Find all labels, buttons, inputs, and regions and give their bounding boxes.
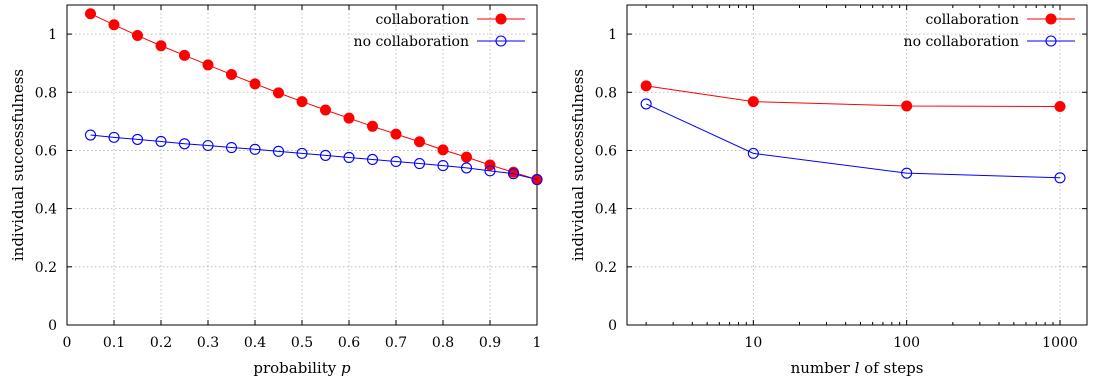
data-point <box>85 8 96 20</box>
legend-marker <box>1045 13 1057 25</box>
x-tick-label: 0.5 <box>291 335 313 351</box>
y-tick-label: 0.6 <box>35 143 57 159</box>
y-axis-label: individual successfulness <box>569 69 587 261</box>
data-point <box>272 145 285 157</box>
data-point <box>390 128 402 140</box>
x-tick-label: 0 <box>63 335 72 351</box>
y-tick-label: 0 <box>608 318 617 334</box>
data-point <box>640 98 652 110</box>
data-point <box>1054 101 1066 113</box>
data-point <box>343 151 355 163</box>
data-point <box>178 138 191 150</box>
y-tick-label: 0.2 <box>595 260 617 276</box>
legend-marker <box>1045 35 1057 47</box>
left-chart: 0 0.1 0.2 0.3 0.4 0.5 0.6 0.7 0.8 0.9 1 0 0.2 0.4 0.6 0… <box>9 4 543 377</box>
data-point <box>155 135 167 147</box>
y-tick-label: 1 <box>608 27 617 43</box>
data-point <box>437 144 449 156</box>
legend-label: collaboration <box>375 12 469 28</box>
x-tick-label: 0.4 <box>244 335 266 351</box>
data-point <box>460 162 473 174</box>
data-point <box>319 149 332 161</box>
data-point <box>413 157 426 170</box>
y-tick-label: 0 <box>48 318 57 334</box>
data-point <box>202 59 214 71</box>
data-point <box>747 96 759 108</box>
plot-frame <box>626 4 1088 326</box>
series-line <box>90 134 538 181</box>
series-no-collaboration <box>84 129 543 186</box>
legend-marker <box>495 13 507 25</box>
data-point <box>414 136 425 148</box>
y-tick-label: 0.6 <box>595 143 617 159</box>
series-line <box>645 103 1061 179</box>
series-line <box>646 85 1061 108</box>
legend-label: collaboration <box>925 12 1019 28</box>
legend-label: no collaboration <box>904 34 1019 50</box>
y-tick-label: 0.4 <box>595 202 617 218</box>
data-point <box>155 40 167 52</box>
data-point <box>343 112 355 124</box>
data-point <box>367 120 378 132</box>
y-tick-label: 1 <box>48 27 57 43</box>
legend: collaboration no collaboration <box>354 12 525 50</box>
data-point <box>179 49 190 61</box>
x-tick-label: 0.1 <box>103 335 125 351</box>
data-point <box>437 160 449 172</box>
data-point <box>484 159 496 171</box>
data-point <box>108 131 120 143</box>
data-point <box>1054 172 1066 184</box>
x-axis-label: probability p <box>253 359 351 377</box>
data-point <box>461 151 472 163</box>
data-point <box>226 69 237 81</box>
x-tick-label: 100 <box>893 335 920 351</box>
right-chart: 10 100 1000 0 0.2 0.4 0.6 0.8 1 number l of steps… <box>569 4 1088 377</box>
y-tick-label: 0.4 <box>35 202 57 218</box>
data-point <box>132 30 143 42</box>
x-tick-label: 1 <box>533 335 542 351</box>
legend-marker <box>495 35 507 47</box>
data-point <box>249 143 261 155</box>
x-tick-label: 10 <box>744 335 762 351</box>
x-tick-label: 0.3 <box>197 335 219 351</box>
data-point <box>484 165 496 177</box>
data-point <box>273 87 284 99</box>
x-tick-label: 0.7 <box>385 335 407 351</box>
plot-frame <box>66 4 538 326</box>
data-point <box>249 78 261 90</box>
data-point <box>131 133 144 145</box>
y-tick-label: 0.2 <box>35 260 57 276</box>
data-point <box>296 147 308 159</box>
y-tick-label: 0.8 <box>35 85 57 101</box>
series-collaboration <box>85 8 543 186</box>
data-point <box>747 147 759 159</box>
data-point <box>296 96 308 108</box>
data-point <box>640 80 652 92</box>
data-point <box>507 168 520 180</box>
data-point <box>320 104 331 116</box>
x-tick-label: 0.8 <box>432 335 454 351</box>
legend: collaboration no collaboration <box>904 12 1075 50</box>
series-no-collaboration <box>640 98 1066 184</box>
x-axis-label: number l of steps <box>791 359 924 377</box>
data-point <box>84 129 97 141</box>
y-tick-label: 0.8 <box>595 85 617 101</box>
data-point <box>202 139 214 152</box>
data-point <box>901 167 913 179</box>
x-tick-label: 0.9 <box>479 335 501 351</box>
data-point <box>901 100 913 112</box>
x-tick-label: 0.6 <box>338 335 360 351</box>
data-point <box>225 141 238 154</box>
x-tick-label: 1000 <box>1042 335 1078 351</box>
legend-label: no collaboration <box>354 34 469 50</box>
x-tick-label: 0.2 <box>150 335 172 351</box>
data-point <box>108 19 120 31</box>
data-point <box>390 155 402 168</box>
data-point <box>531 173 543 186</box>
y-axis-label: individual successfulness <box>9 69 27 261</box>
series-collaboration <box>640 80 1066 113</box>
data-point <box>366 153 379 166</box>
